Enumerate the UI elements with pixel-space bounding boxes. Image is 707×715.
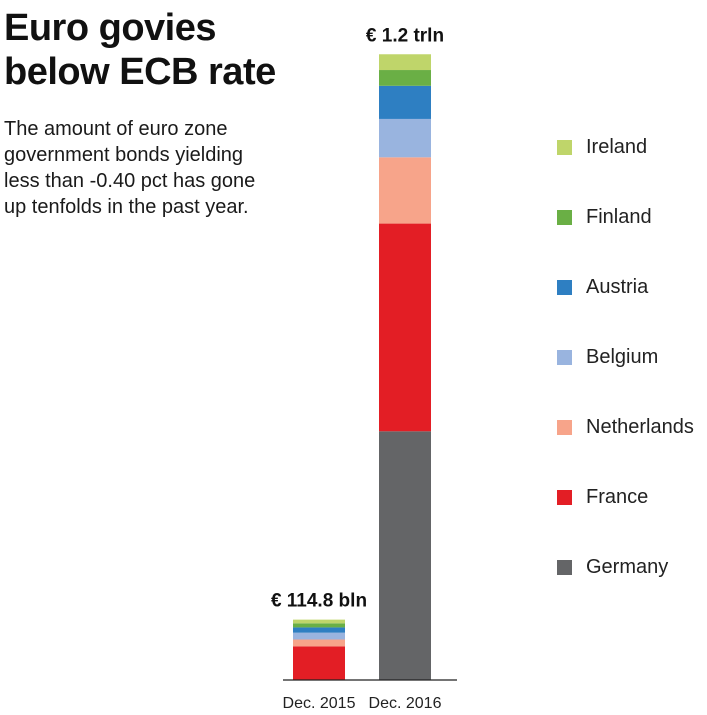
x-tick-label: Dec. 2015 [283,695,356,712]
bar-segment-netherlands [379,157,431,224]
bar-segment-netherlands [293,639,345,647]
legend-label: Austria [586,275,649,298]
bar-segment-belgium [379,118,431,158]
bar-segment-ireland [379,54,431,71]
legend-swatch [557,209,572,225]
legend-item-france: France [557,485,648,509]
legend-swatch [557,559,572,575]
chart-subtitle: The amount of euro zone government bonds… [4,116,294,220]
legend-item-austria: Austria [557,275,648,299]
x-tick-label: Dec. 2016 [369,695,442,712]
legend-item-ireland: Ireland [557,135,647,159]
chart-subtitle-line: less than -0.40 pct has gone [4,170,256,192]
chart-subtitle-line: up tenfolds in the past year. [4,196,249,218]
bar-segment-austria [293,627,345,633]
bar-segment-ireland [293,619,345,624]
legend-swatch [557,349,572,365]
bar-segment-france [293,646,345,680]
legend-label: Netherlands [586,415,694,438]
bar-segment-france [379,223,431,432]
bar-segment-germany [379,431,431,680]
legend-item-finland: Finland [557,205,652,229]
legend-swatch [557,279,572,295]
legend-label: Ireland [586,135,648,158]
chart-subtitle-line: The amount of euro zone [4,118,228,140]
legend-label: Belgium [586,345,659,368]
chart-subtitle-line: government bonds yielding [4,144,244,166]
bar-total-label: € 114.8 bln [271,591,367,612]
legend-label: Finland [586,205,652,228]
chart-title-line: below ECB rate [4,51,276,93]
legend-swatch [557,489,572,505]
legend-item-germany: Germany [557,555,668,579]
legend-label: Germany [586,555,669,578]
legend-item-belgium: Belgium [557,345,658,369]
labels-layer: € 114.8 bln Dec. 2015 € 1.2 trln Dec. 2016 [271,25,444,712]
bar-segment-austria [379,85,431,119]
chart-title: Euro govies below ECB rate [4,6,334,94]
chart-title-line: Euro govies [4,7,217,49]
legend-item-netherlands: Netherlands [557,415,694,439]
legend-swatch [557,139,572,155]
bar-total-label: € 1.2 trln [366,25,444,46]
legend-label: France [586,485,649,508]
bars-layer [293,54,431,680]
bar-segment-belgium [293,632,345,640]
bar-segment-finland [379,70,431,86]
bar-segment-finland [293,623,345,628]
legend-swatch [557,419,572,435]
